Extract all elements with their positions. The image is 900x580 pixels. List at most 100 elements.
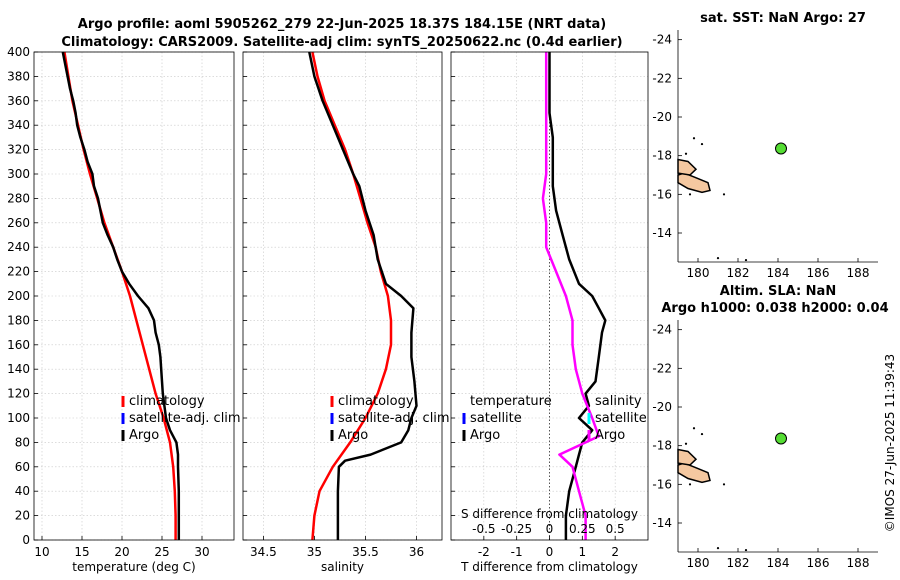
diff-legend-salinity-title: salinity (595, 394, 642, 409)
map_sst-ytick-label: -22 (652, 71, 672, 85)
salinity-legend-argo-label: Argo (338, 428, 368, 443)
map_sla-xtick-label: 188 (847, 556, 870, 570)
map_sla-ytick-label: -18 (652, 439, 672, 453)
map_sst-islet (716, 257, 720, 260)
map_sla-title: Altim. SLA: NaN (720, 284, 836, 299)
salinity-panel: 34.5 35 35.5 36 salinity climatology satellite… (242, 51, 450, 574)
map_sla-islet (688, 483, 692, 486)
depth-tick-label: 360 (7, 94, 30, 108)
map_sst-islet (688, 193, 692, 196)
diff-top-xtick-label: 0.5 (606, 522, 625, 536)
depth-tick-label: 300 (7, 167, 30, 181)
map_sst-xtick-label: 180 (687, 266, 710, 280)
temperature-xlabel: temperature (deg C) (72, 560, 195, 574)
depth-tick-label: 200 (7, 289, 30, 303)
depth-tick-label: 20 (15, 509, 30, 523)
diff-top-xtick-label: -0.5 (472, 522, 495, 536)
map_sst-ytick-label: -16 (652, 187, 672, 201)
temperature-legend-satellite-label: satellite-adj. clim (129, 411, 241, 426)
depth-tick-label: 160 (7, 338, 30, 352)
difference-xlabel: T difference from climatology (460, 560, 638, 574)
map_sla-ytick-label: -24 (652, 323, 672, 337)
map_sla-panel: Altim. SLA: NaN Argo h1000: 0.038 h2000: … (652, 284, 888, 570)
salinity-xtick-label: 35.5 (352, 545, 379, 559)
salinity-xtick-label: 35 (307, 545, 322, 559)
temperature-legend-climatology-label: climatology (129, 394, 205, 409)
map_sla-islet (700, 432, 704, 436)
map_sst-islet (684, 152, 688, 155)
salinity-legend-satellite-label: satellite-adj. clim (338, 411, 450, 426)
diff-legend-s-satellite-label: satellite (595, 411, 647, 426)
diff-legend-t-argo-label: Argo (470, 428, 500, 443)
map_sla-land (677, 462, 711, 484)
salinity-xtick-label: 34.5 (250, 545, 277, 559)
map_sla-islet (692, 427, 696, 430)
map_sst-xtick-label: 186 (807, 266, 830, 280)
depth-tick-label: 380 (7, 69, 30, 83)
depth-tick-label: 400 (7, 45, 30, 59)
depth-tick-label: 80 (15, 435, 30, 449)
diff-top-xlabel: S difference from climatology (461, 507, 638, 521)
map_sst-ytick-label: -20 (652, 110, 672, 124)
difference-xtick-label: 1 (579, 545, 587, 559)
title-line-1: Argo profile: aoml 5905262_279 22-Jun-20… (78, 17, 606, 32)
map_sst-islet (722, 193, 726, 196)
difference-series-argo-s-diff (541, 52, 601, 540)
depth-tick-label: 120 (7, 387, 30, 401)
map_sla-xtick-label: 184 (767, 556, 790, 570)
temperature-xtick-label: 20 (114, 545, 129, 559)
title-line-2: Climatology: CARS2009. Satellite-adj cli… (61, 35, 622, 50)
map_sla-ytick-label: -20 (652, 400, 672, 414)
temperature-xtick-label: 30 (194, 545, 209, 559)
map_sla-islet (716, 547, 720, 550)
depth-tick-label: 60 (15, 460, 30, 474)
salinity-legend-climatology-label: climatology (338, 394, 414, 409)
difference-xtick-label: -2 (478, 545, 490, 559)
diff-top-xtick-label: 0.25 (569, 522, 596, 536)
depth-tick-label: 260 (7, 216, 30, 230)
temperature-xtick-label: 15 (74, 545, 89, 559)
temperature-legend-argo-label: Argo (129, 428, 159, 443)
map_sst-xtick-label: 184 (767, 266, 790, 280)
depth-tick-label: 140 (7, 362, 30, 376)
depth-tick-label: 40 (15, 484, 30, 498)
diff-legend-temperature-title: temperature (470, 394, 552, 409)
map_sla-ytick-label: -14 (652, 516, 672, 530)
map_sst-land (677, 172, 711, 194)
map_sst-ytick-label: -24 (652, 33, 672, 47)
diff-top-xtick-label: -0.25 (501, 522, 532, 536)
temperature-series-argo (61, 51, 181, 540)
map_sst-panel: sat. SST: NaN Argo: 27 180 182 184 186 188 -24… (652, 11, 878, 280)
depth-tick-label: 0 (22, 533, 30, 547)
map_sla-islet (744, 548, 748, 552)
map_sst-islet (744, 258, 748, 262)
salinity-xtick-label: 36 (409, 545, 424, 559)
difference-xtick-label: 0 (546, 545, 554, 559)
temperature-xtick-label: 10 (34, 545, 49, 559)
map_sst-ytick-label: -14 (652, 226, 672, 240)
difference-xtick-label: 2 (611, 545, 619, 559)
map_sla-ytick-label: -22 (652, 361, 672, 375)
difference-series-argo-t-diff (548, 52, 607, 540)
map_sla-land (677, 448, 698, 466)
map_sla-float-marker (775, 432, 787, 445)
salinity-series-argo (308, 51, 418, 540)
timestamp: ©IMOS 27-Jun-2025 11:39:43 (883, 354, 897, 532)
depth-tick-label: 100 (7, 411, 30, 425)
salinity-xlabel: salinity (321, 560, 364, 574)
map_sla-xtick-label: 182 (727, 556, 750, 570)
map_sla-islet (684, 442, 688, 445)
map_sla-subtitle: Argo h1000: 0.038 h2000: 0.04 (661, 301, 888, 316)
map_sla-xtick-label: 186 (807, 556, 830, 570)
depth-tick-label: 180 (7, 313, 30, 327)
map_sla-islet (722, 483, 726, 486)
depth-tick-label: 340 (7, 118, 30, 132)
map_sst-islet (700, 142, 704, 146)
map_sla-ytick-label: -16 (652, 477, 672, 491)
map_sst-xtick-label: 188 (847, 266, 870, 280)
diff-top-xtick-label: 0 (546, 522, 554, 536)
map_sst-xtick-label: 182 (727, 266, 750, 280)
map_sla-xtick-label: 180 (687, 556, 710, 570)
